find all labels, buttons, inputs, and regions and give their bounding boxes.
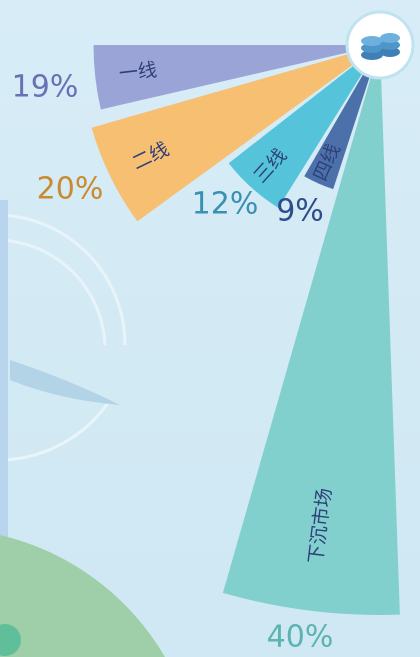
value-label: 40% [267, 620, 334, 655]
coin-icon [347, 12, 413, 78]
value-label: 19% [12, 70, 79, 105]
decoration [0, 200, 8, 580]
chart: 一线19%二线20%三线12%四线9%下沉市场40% [0, 0, 420, 657]
value-label: 12% [192, 187, 259, 222]
category-label: 一线 [118, 59, 158, 85]
value-label: 20% [37, 172, 104, 207]
value-label: 9% [276, 194, 324, 229]
